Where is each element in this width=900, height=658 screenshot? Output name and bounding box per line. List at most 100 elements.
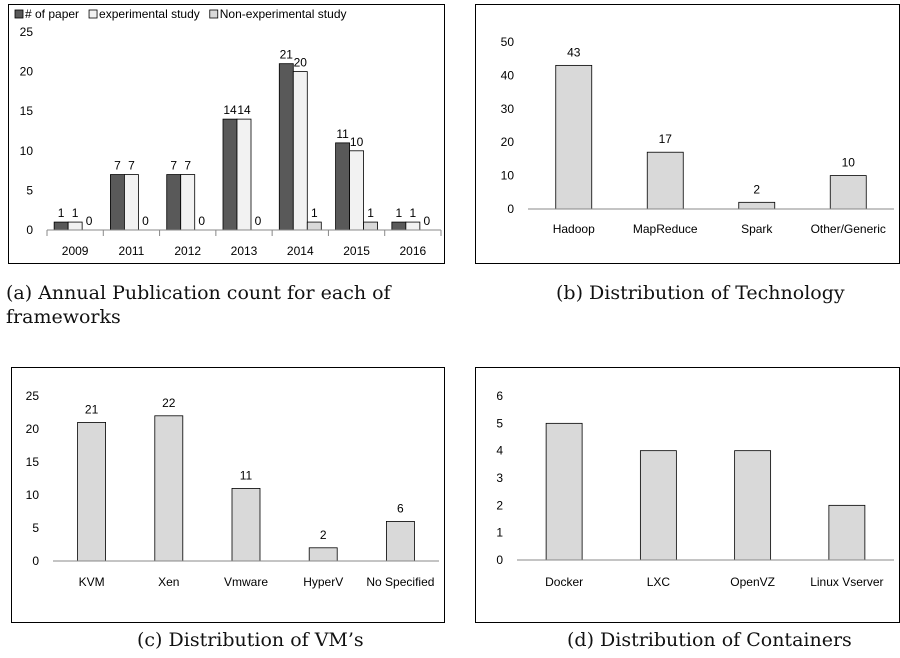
data-label: 1 bbox=[311, 206, 318, 220]
x-tick-label-2009: 2009 bbox=[62, 244, 89, 258]
y-tick-label: 25 bbox=[20, 25, 34, 39]
bar-other-generic bbox=[829, 175, 867, 210]
x-tick-label-docker: Docker bbox=[545, 575, 583, 589]
chart-panel-a: 0 5 10 15 20 25 2009 2011 2012 2013 2014 2015 2016 1 7… bbox=[8, 4, 445, 264]
legend-swatch-experimental-study bbox=[88, 9, 98, 19]
data-label: 11 bbox=[240, 468, 253, 482]
data-label: 1 bbox=[367, 206, 374, 220]
chart-b-svg: 0 10 20 30 40 50 Hadoop MapReduce Spark Other/Gen… bbox=[501, 35, 894, 236]
caption-b-text: (b) Distribution of Technology bbox=[556, 282, 845, 304]
x-tick-label-vmware: Vmware bbox=[224, 575, 268, 589]
y-tick-label: 15 bbox=[20, 104, 34, 118]
y-tick-label: 5 bbox=[32, 521, 39, 535]
chart-d-svg: 0 1 2 3 4 5 6 Docker LXC OpenVZ Linux Vserver bbox=[496, 389, 894, 589]
x-tick-label-other-generic: Other/Generic bbox=[811, 222, 886, 236]
data-label: 1 bbox=[72, 206, 79, 220]
x-tick-label-mapreduce: MapReduce bbox=[633, 222, 698, 236]
y-tick-label: 2 bbox=[496, 498, 503, 512]
x-tick-label-2012: 2012 bbox=[174, 244, 201, 258]
bar-of-paper-2009 bbox=[53, 221, 69, 231]
data-label: 43 bbox=[567, 45, 581, 59]
bar-of-paper-2015 bbox=[335, 142, 350, 231]
data-label: 0 bbox=[424, 214, 431, 228]
data-label: 21 bbox=[280, 48, 294, 62]
caption-d-text: (d) Distribution of Containers bbox=[567, 629, 852, 651]
y-tick-label: 15 bbox=[26, 455, 40, 469]
data-label: 0 bbox=[86, 214, 93, 228]
data-label: 0 bbox=[255, 214, 262, 228]
y-tick-label: 3 bbox=[496, 471, 503, 485]
legend-swatch-of-paper bbox=[14, 9, 24, 19]
x-tick-label-2014: 2014 bbox=[287, 244, 314, 258]
data-label: 11 bbox=[336, 127, 349, 141]
x-tick-label-spark: Spark bbox=[741, 222, 773, 236]
x-tick-label-openvz: OpenVZ bbox=[730, 575, 775, 589]
bar-mapreduce bbox=[646, 151, 684, 210]
y-tick-label: 6 bbox=[496, 389, 503, 403]
x-tick-label-2011: 2011 bbox=[119, 244, 145, 258]
x-tick-label-linux-vserver: Linux Vserver bbox=[810, 575, 883, 589]
bar-experimental-study-2009 bbox=[67, 221, 83, 231]
data-label: 7 bbox=[128, 159, 135, 173]
caption-d: (d) Distribution of Containers bbox=[567, 628, 897, 652]
data-label: 21 bbox=[85, 402, 99, 416]
data-label: 14 bbox=[237, 103, 251, 117]
x-tick-label-hadoop: Hadoop bbox=[553, 222, 595, 236]
y-tick-label: 50 bbox=[501, 35, 515, 49]
y-tick-label: 0 bbox=[26, 223, 33, 237]
bar-experimental-study-2016 bbox=[405, 221, 421, 231]
bar-of-paper-2011 bbox=[110, 174, 125, 231]
bar-hadoop bbox=[555, 64, 593, 210]
bar-experimental-study-2012 bbox=[180, 174, 196, 231]
y-tick-label: 0 bbox=[496, 553, 503, 567]
x-tick-label-no-specified: No Specified bbox=[366, 575, 434, 589]
caption-a: (a) Annual Publication count for each of… bbox=[6, 281, 446, 329]
data-label: 1 bbox=[410, 206, 417, 220]
bar-lxc bbox=[639, 450, 677, 561]
y-tick-label: 20 bbox=[501, 135, 515, 149]
y-tick-label: 10 bbox=[20, 144, 34, 158]
chart-panel-d: 0 1 2 3 4 5 6 Docker LXC OpenVZ Linux Vserver bbox=[475, 367, 900, 623]
data-label: 1 bbox=[396, 206, 403, 220]
x-tick-label-2016: 2016 bbox=[400, 244, 427, 258]
data-label: 22 bbox=[162, 396, 176, 410]
y-tick-label: 0 bbox=[32, 554, 39, 568]
bar-vmware bbox=[231, 488, 261, 562]
data-label: 2 bbox=[753, 182, 760, 196]
data-label: 2 bbox=[320, 528, 327, 542]
bar-docker bbox=[545, 422, 583, 561]
y-tick-label: 10 bbox=[26, 488, 40, 502]
bar-of-paper-2013 bbox=[222, 118, 238, 231]
bar-non-experimental-study-2014 bbox=[306, 221, 322, 231]
bar-experimental-study-2011 bbox=[124, 174, 139, 231]
bar-spark bbox=[738, 201, 776, 210]
y-tick-label: 25 bbox=[26, 389, 40, 403]
caption-b: (b) Distribution of Technology bbox=[556, 281, 896, 305]
x-tick-label-hyperv: HyperV bbox=[303, 575, 343, 589]
y-tick-label: 4 bbox=[496, 444, 503, 458]
y-tick-label: 10 bbox=[501, 169, 515, 183]
y-tick-label: 1 bbox=[496, 526, 503, 540]
y-tick-label: 5 bbox=[496, 416, 503, 430]
y-tick-label: 5 bbox=[26, 183, 33, 197]
data-label: 7 bbox=[170, 159, 177, 173]
data-label: 10 bbox=[842, 156, 856, 170]
data-label: 10 bbox=[350, 135, 364, 149]
chart-c-svg: 0 5 10 15 20 25 KVM Xen Vmware HyperV No Specified… bbox=[26, 389, 439, 589]
bar-of-paper-2014 bbox=[278, 63, 294, 231]
x-tick-label-2015: 2015 bbox=[343, 244, 370, 258]
caption-c-text: (c) Distribution of VM’s bbox=[137, 629, 364, 651]
bar-xen bbox=[154, 415, 184, 562]
data-label: 0 bbox=[198, 214, 205, 228]
bar-openvz bbox=[734, 450, 772, 561]
caption-a-text: (a) Annual Publication count for each of… bbox=[6, 282, 391, 328]
bar-hyperv bbox=[308, 547, 338, 562]
legend-label-of-paper: # of paper bbox=[25, 7, 79, 21]
bar-experimental-study-2014 bbox=[292, 71, 308, 231]
x-tick-label-kvm: KVM bbox=[79, 575, 105, 589]
bar-of-paper-2012 bbox=[166, 174, 182, 231]
legend-label-experimental-study: experimental study bbox=[99, 7, 200, 21]
caption-c: (c) Distribution of VM’s bbox=[137, 628, 437, 652]
x-tick-label-lxc: LXC bbox=[647, 575, 671, 589]
